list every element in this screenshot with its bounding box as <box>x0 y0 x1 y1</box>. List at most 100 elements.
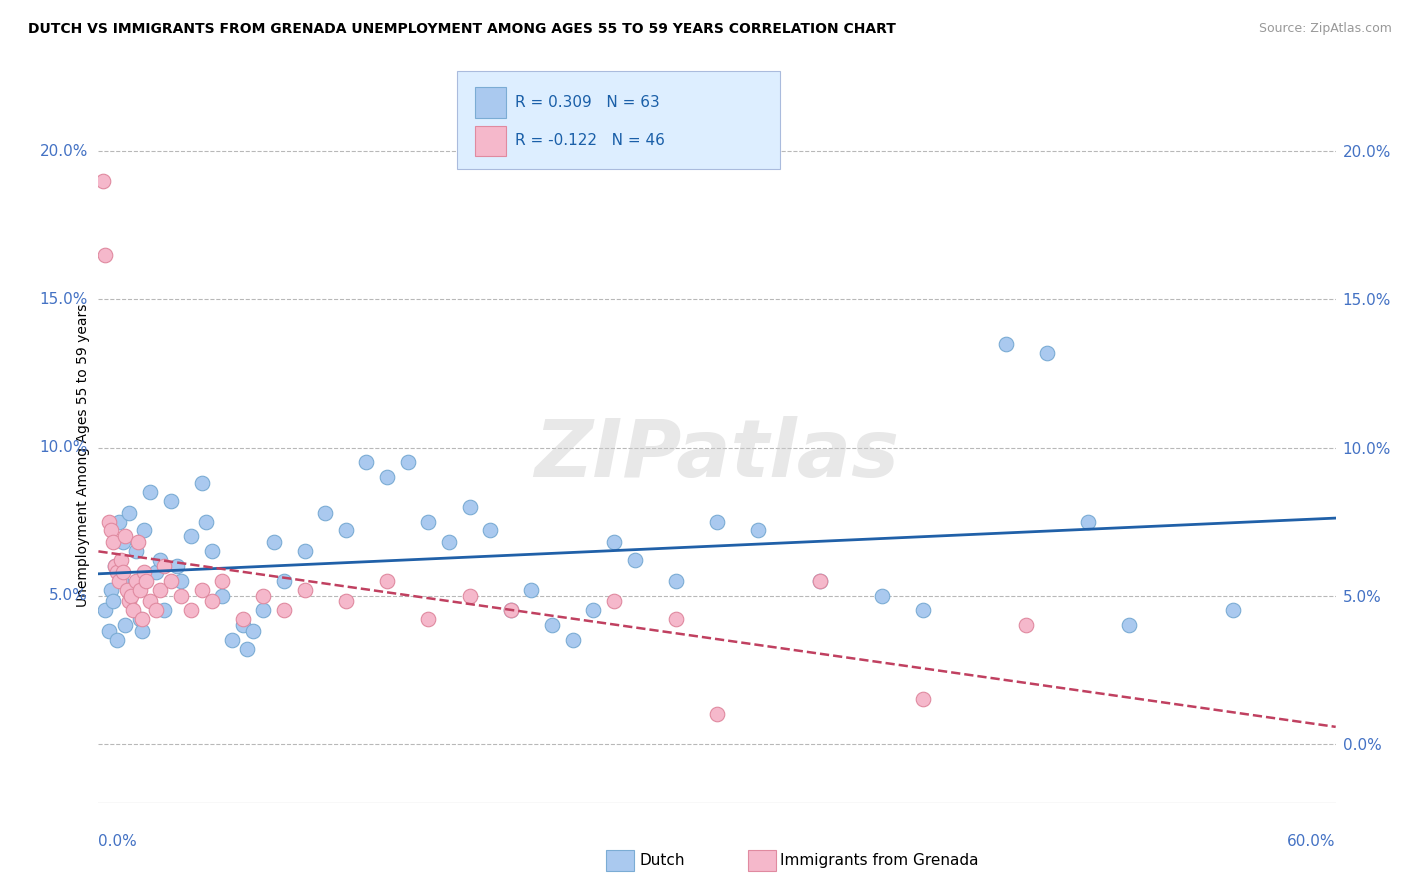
Text: Source: ZipAtlas.com: Source: ZipAtlas.com <box>1258 22 1392 36</box>
Point <box>335 524 357 538</box>
Point <box>153 603 176 617</box>
Point <box>201 594 224 608</box>
Point <box>665 574 688 588</box>
Point <box>124 574 146 588</box>
Point <box>870 589 893 603</box>
Point <box>128 612 150 626</box>
Point <box>170 574 193 588</box>
Y-axis label: Unemployment Among Ages 55 to 59 years: Unemployment Among Ages 55 to 59 years <box>76 303 90 607</box>
Point <box>603 535 626 549</box>
Point <box>104 558 127 573</box>
Point <box>499 603 522 617</box>
Point <box>149 582 172 597</box>
Point <box>273 603 295 617</box>
Point <box>396 455 419 469</box>
Point <box>375 470 398 484</box>
Point <box>437 535 460 549</box>
Point <box>135 574 157 588</box>
Text: 0.0%: 0.0% <box>98 834 138 849</box>
Point <box>159 493 181 508</box>
Point <box>479 524 502 538</box>
Point <box>190 476 212 491</box>
Point <box>994 337 1017 351</box>
Point <box>117 582 139 597</box>
Point <box>112 565 135 579</box>
Point <box>912 603 935 617</box>
Text: R = -0.122   N = 46: R = -0.122 N = 46 <box>515 134 665 148</box>
Point <box>93 603 115 617</box>
Point <box>131 612 153 626</box>
Point <box>418 515 440 529</box>
Point <box>706 515 728 529</box>
Point <box>139 484 162 499</box>
Point <box>180 529 202 543</box>
Point <box>375 574 398 588</box>
Point <box>97 624 120 638</box>
Point <box>118 506 141 520</box>
Point <box>124 544 146 558</box>
Point <box>1036 345 1059 359</box>
Point <box>139 594 162 608</box>
Point <box>132 524 155 538</box>
Point <box>120 589 142 603</box>
Point <box>252 603 274 617</box>
Point <box>458 500 481 514</box>
Point <box>118 594 141 608</box>
Point <box>252 589 274 603</box>
Point <box>294 582 316 597</box>
Point <box>190 582 212 597</box>
Point <box>127 535 149 549</box>
Point <box>1015 618 1038 632</box>
Point <box>541 618 564 632</box>
Point <box>458 589 481 603</box>
Point <box>108 574 131 588</box>
Point <box>561 632 583 647</box>
Point <box>180 603 202 617</box>
Point <box>1222 603 1244 617</box>
Point <box>112 535 135 549</box>
Point <box>110 574 132 588</box>
Point <box>166 558 188 573</box>
Point <box>221 632 243 647</box>
Point <box>194 515 217 529</box>
Point <box>912 692 935 706</box>
Point <box>232 618 254 632</box>
Point <box>623 553 645 567</box>
Point <box>273 574 295 588</box>
Point <box>603 594 626 608</box>
Point <box>499 603 522 617</box>
Point <box>149 553 172 567</box>
Point <box>808 574 831 588</box>
Point <box>418 612 440 626</box>
Point <box>211 589 233 603</box>
Text: ZIPatlas: ZIPatlas <box>534 416 900 494</box>
Text: 10.0%: 10.0% <box>39 440 89 455</box>
Text: Dutch: Dutch <box>640 854 685 868</box>
Point <box>145 565 167 579</box>
Point <box>242 624 264 638</box>
Point <box>114 618 136 632</box>
Point <box>665 612 688 626</box>
Point <box>91 174 114 188</box>
Point <box>201 544 224 558</box>
Point <box>1118 618 1140 632</box>
Point <box>232 612 254 626</box>
Text: R = 0.309   N = 63: R = 0.309 N = 63 <box>515 95 659 110</box>
Point <box>105 565 128 579</box>
Point <box>153 558 176 573</box>
Point <box>108 515 131 529</box>
Point <box>100 582 122 597</box>
Text: 15.0%: 15.0% <box>39 292 89 307</box>
Point <box>131 624 153 638</box>
Point <box>356 455 378 469</box>
Point <box>236 641 259 656</box>
Point <box>132 565 155 579</box>
Point <box>122 603 145 617</box>
Point <box>170 589 193 603</box>
Point <box>104 558 127 573</box>
Text: 60.0%: 60.0% <box>1288 834 1336 849</box>
Point <box>100 524 122 538</box>
Point <box>105 632 128 647</box>
Text: Immigrants from Grenada: Immigrants from Grenada <box>780 854 979 868</box>
Point <box>114 529 136 543</box>
